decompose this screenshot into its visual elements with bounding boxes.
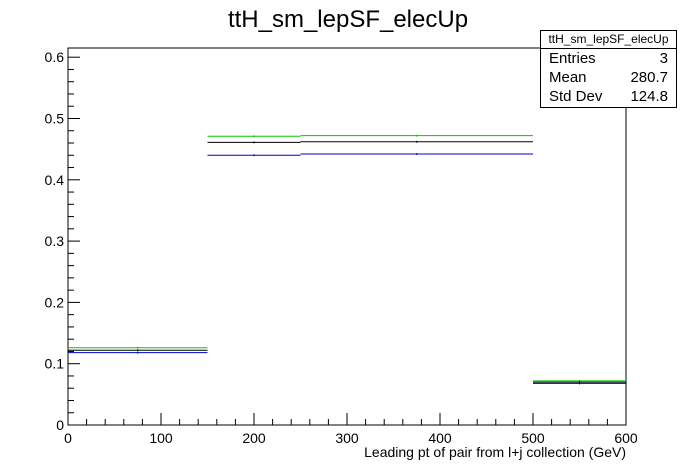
stats-box: ttH_sm_lepSF_elecUp Entries 3 Mean 280.7…: [540, 30, 677, 108]
axis-layer: 0 100 200 300 400 500 600 0 0.1 0.2 0.3 0.4 0.5 0.6: [45, 49, 638, 446]
stats-row-stddev: Std Dev 124.8: [541, 87, 676, 106]
x-tick-label: 100: [149, 430, 173, 446]
stats-row-mean: Mean 280.7: [541, 68, 676, 87]
x-tick-label: 0: [64, 430, 72, 446]
chart-title: ttH_sm_lepSF_elecUp: [227, 6, 469, 33]
x-tick-label: 300: [335, 430, 359, 446]
y-tick-label: 0.2: [45, 294, 65, 310]
stats-label: Mean: [549, 69, 587, 86]
stats-title: ttH_sm_lepSF_elecUp: [541, 31, 676, 49]
stats-label: Std Dev: [549, 88, 603, 105]
x-tick-label: 500: [521, 430, 545, 446]
stats-row-entries: Entries 3: [541, 49, 676, 68]
y-tick-label: 0.1: [45, 356, 65, 372]
stats-value: 124.8: [630, 88, 668, 105]
stats-value: 280.7: [630, 69, 668, 86]
x-axis-label: Leading pt of pair from l+j collection (…: [364, 444, 626, 460]
y-tick-label: 0.5: [45, 110, 65, 126]
stats-label: Entries: [549, 50, 596, 67]
y-tick-label: 0.6: [45, 49, 65, 65]
x-tick-label: 200: [242, 430, 266, 446]
y-tick-label: 0: [56, 417, 64, 433]
y-tick-label: 0.4: [45, 172, 65, 188]
series-layer: [68, 134, 626, 385]
x-tick-label: 600: [614, 430, 638, 446]
y-tick-label: 0.3: [45, 233, 65, 249]
x-tick-label: 400: [428, 430, 452, 446]
stats-value: 3: [659, 50, 668, 67]
